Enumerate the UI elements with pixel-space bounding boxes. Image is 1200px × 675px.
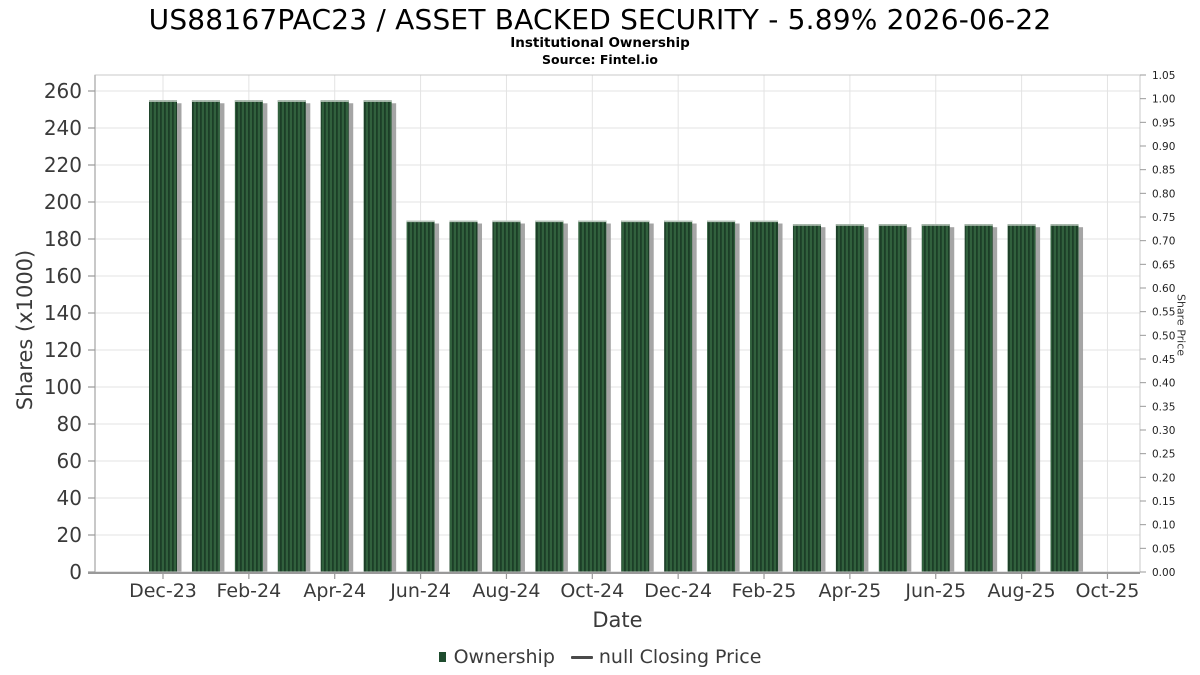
left-tick-label: 0 [69,560,82,584]
right-tick-label: 0.05 [1152,543,1175,555]
left-tick-label: 240 [44,116,82,140]
x-tick-label: Apr-24 [303,580,366,602]
left-tick-label: 220 [44,153,82,177]
left-tick-label: 260 [44,79,82,103]
chart-subtitle: Institutional Ownership [510,35,690,51]
right-tick-label: 0.85 [1152,165,1175,177]
ownership-bar-Sep-24 [535,220,564,572]
right-tick-label: 1.00 [1152,94,1175,106]
x-tick-label: Aug-25 [988,580,1056,602]
axis-layer: 0 20 40 60 80 100 120 140 160 180 200 220 240 260 0.00… [44,70,1176,602]
left-tick-label: 120 [44,338,82,362]
right-tick-label: 1.05 [1152,70,1175,82]
ownership-bar-Jul-24 [449,220,478,572]
x-tick-label: Dec-23 [129,580,197,602]
right-tick-label: 0.35 [1152,401,1175,413]
ownership-legend-marker-icon [438,652,446,662]
right-tick-label: 0.40 [1152,378,1175,390]
right-tick-label: 0.15 [1152,496,1175,508]
right-tick-label: 0.80 [1152,188,1175,200]
ownership-bar-Feb-24 [234,100,263,572]
x-axis-label: Date [592,608,643,632]
ownership-bar-Aug-25 [1007,224,1036,572]
left-tick-label: 40 [57,486,82,510]
x-tick-label: Apr-25 [819,580,882,602]
right-tick-label: 0.90 [1152,141,1175,153]
bar-layer [149,100,1084,572]
right-tick-label: 0.00 [1152,567,1175,579]
left-tick-label: 60 [57,449,82,473]
legend: Ownership null Closing Price [0,646,1200,668]
left-tick-label: 80 [57,412,82,436]
left-tick-label: 100 [44,375,82,399]
ownership-bar-Mar-25 [792,224,821,572]
ownership-bar-Dec-23 [149,100,177,572]
ownership-bar-Aug-24 [492,220,521,572]
ownership-bar-Apr-24 [320,100,349,572]
right-tick-label: 0.30 [1152,425,1175,437]
right-tick-label: 0.60 [1152,283,1175,295]
right-tick-label: 0.45 [1152,354,1175,366]
right-tick-label: 0.75 [1152,212,1175,224]
ownership-bar-Jun-24 [406,220,435,572]
ownership-bar-May-24 [363,100,392,572]
x-tick-label: Jun-24 [389,580,451,602]
ownership-bar-Sep-25 [1050,224,1079,572]
ownership-bar-Jul-25 [964,224,993,572]
left-tick-label: 140 [44,301,82,325]
left-tick-label: 200 [44,190,82,214]
left-tick-label: 160 [44,264,82,288]
ownership-bar-Jun-25 [921,224,950,572]
ownership-bar-Mar-24 [277,100,306,572]
ownership-bar-Jan-24 [191,100,220,572]
left-tick-label: 180 [44,227,82,251]
x-tick-label: Feb-25 [732,580,797,602]
chart-source-label: Source: Fintel.io [542,52,658,67]
closing-price-legend-label: null Closing Price [598,646,762,668]
ownership-legend-label: Ownership [453,646,555,668]
y-axis-label-left: Shares (x1000) [13,249,37,411]
x-tick-label: Aug-24 [472,580,540,602]
right-tick-label: 0.70 [1152,236,1175,248]
x-tick-label: Oct-24 [560,580,624,602]
ownership-bar-Nov-24 [621,220,650,572]
right-tick-label: 0.55 [1152,307,1175,319]
ownership-bar-Oct-24 [578,220,607,572]
x-tick-label: Feb-24 [217,580,282,602]
right-tick-label: 0.50 [1152,330,1175,342]
x-tick-label: Jun-25 [904,580,966,602]
ownership-bar-Apr-25 [835,224,864,572]
right-tick-label: 0.20 [1152,472,1175,484]
y-axis-label-right: Share Price [1174,293,1188,357]
right-tick-label: 0.10 [1152,520,1175,532]
right-tick-label: 0.25 [1152,449,1175,461]
right-tick-label: 0.65 [1152,259,1175,271]
ownership-bar-Jan-25 [707,220,736,572]
ownership-bar-Dec-24 [664,220,693,572]
closing-price-legend-marker-icon [570,655,593,659]
x-tick-label: Dec-24 [644,580,712,602]
chart-title: US88167PAC23 / ASSET BACKED SECURITY - 5… [148,3,1052,36]
right-tick-label: 0.95 [1152,117,1175,129]
ownership-bar-May-25 [878,224,907,572]
ownership-bar-Feb-25 [750,220,779,572]
x-tick-label: Oct-25 [1076,580,1140,602]
left-tick-label: 20 [57,523,82,547]
